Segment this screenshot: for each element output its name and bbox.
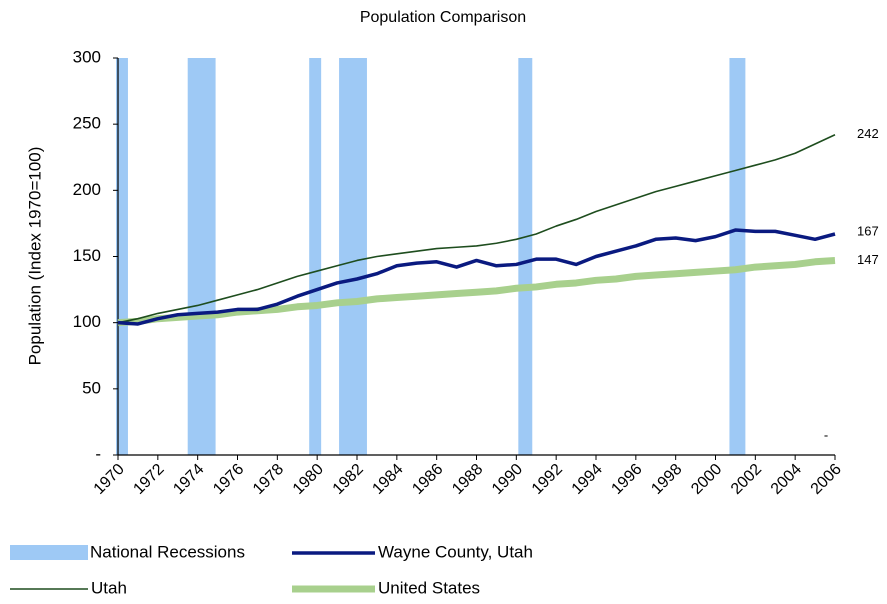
series-line [117, 134, 836, 324]
end-value-label: 167 [857, 223, 879, 238]
end-value-label: 242 [857, 126, 879, 141]
recession-band [116, 58, 128, 455]
x-tick-label: 1972 [130, 461, 167, 498]
legend-label: Wayne County, Utah [378, 542, 533, 561]
recession-band [339, 58, 367, 455]
y-tick-label: 250 [73, 114, 101, 133]
legend-label: United States [378, 578, 480, 597]
y-tick-label: 100 [73, 312, 101, 331]
x-tick-label: 1998 [648, 461, 685, 498]
x-tick-label: 1992 [529, 461, 566, 498]
x-tick-label: 1970 [91, 461, 128, 498]
x-tick-label: 1988 [449, 461, 486, 498]
legend-swatch [10, 545, 88, 560]
x-tick-label: 2004 [768, 461, 805, 498]
x-tick-label: 1986 [409, 461, 446, 498]
annotation: - [824, 427, 828, 442]
legend-label: Utah [91, 578, 127, 597]
chart-title: Population Comparison [360, 9, 526, 26]
legend-label: National Recessions [90, 542, 245, 561]
recession-band [518, 58, 533, 455]
end-value-label: 147 [857, 252, 879, 267]
x-tick-label: 1978 [250, 461, 287, 498]
series-line [117, 256, 836, 327]
x-tick-label: 1982 [330, 461, 367, 498]
y-tick-label: - [95, 444, 101, 463]
x-tick-label: 2006 [808, 461, 845, 498]
x-tick-label: 1976 [210, 461, 247, 498]
x-tick-label: 1984 [369, 461, 406, 498]
x-tick-label: 2002 [728, 461, 765, 498]
recession-band [729, 58, 746, 455]
y-tick-label: 150 [73, 246, 101, 265]
x-tick-label: 2000 [688, 461, 725, 498]
y-tick-label: 200 [73, 180, 101, 199]
x-tick-label: 1980 [290, 461, 327, 498]
x-tick-label: 1974 [170, 461, 207, 498]
y-axis-label: Population (Index 1970=100) [25, 147, 44, 366]
x-tick-label: 1990 [489, 461, 526, 498]
x-tick-label: 1996 [608, 461, 645, 498]
recession-band [187, 58, 216, 455]
y-tick-label: 300 [73, 47, 101, 66]
series-line [117, 228, 836, 326]
y-tick-label: 50 [82, 378, 101, 397]
x-tick-label: 1994 [569, 461, 606, 498]
recession-band [309, 58, 322, 455]
